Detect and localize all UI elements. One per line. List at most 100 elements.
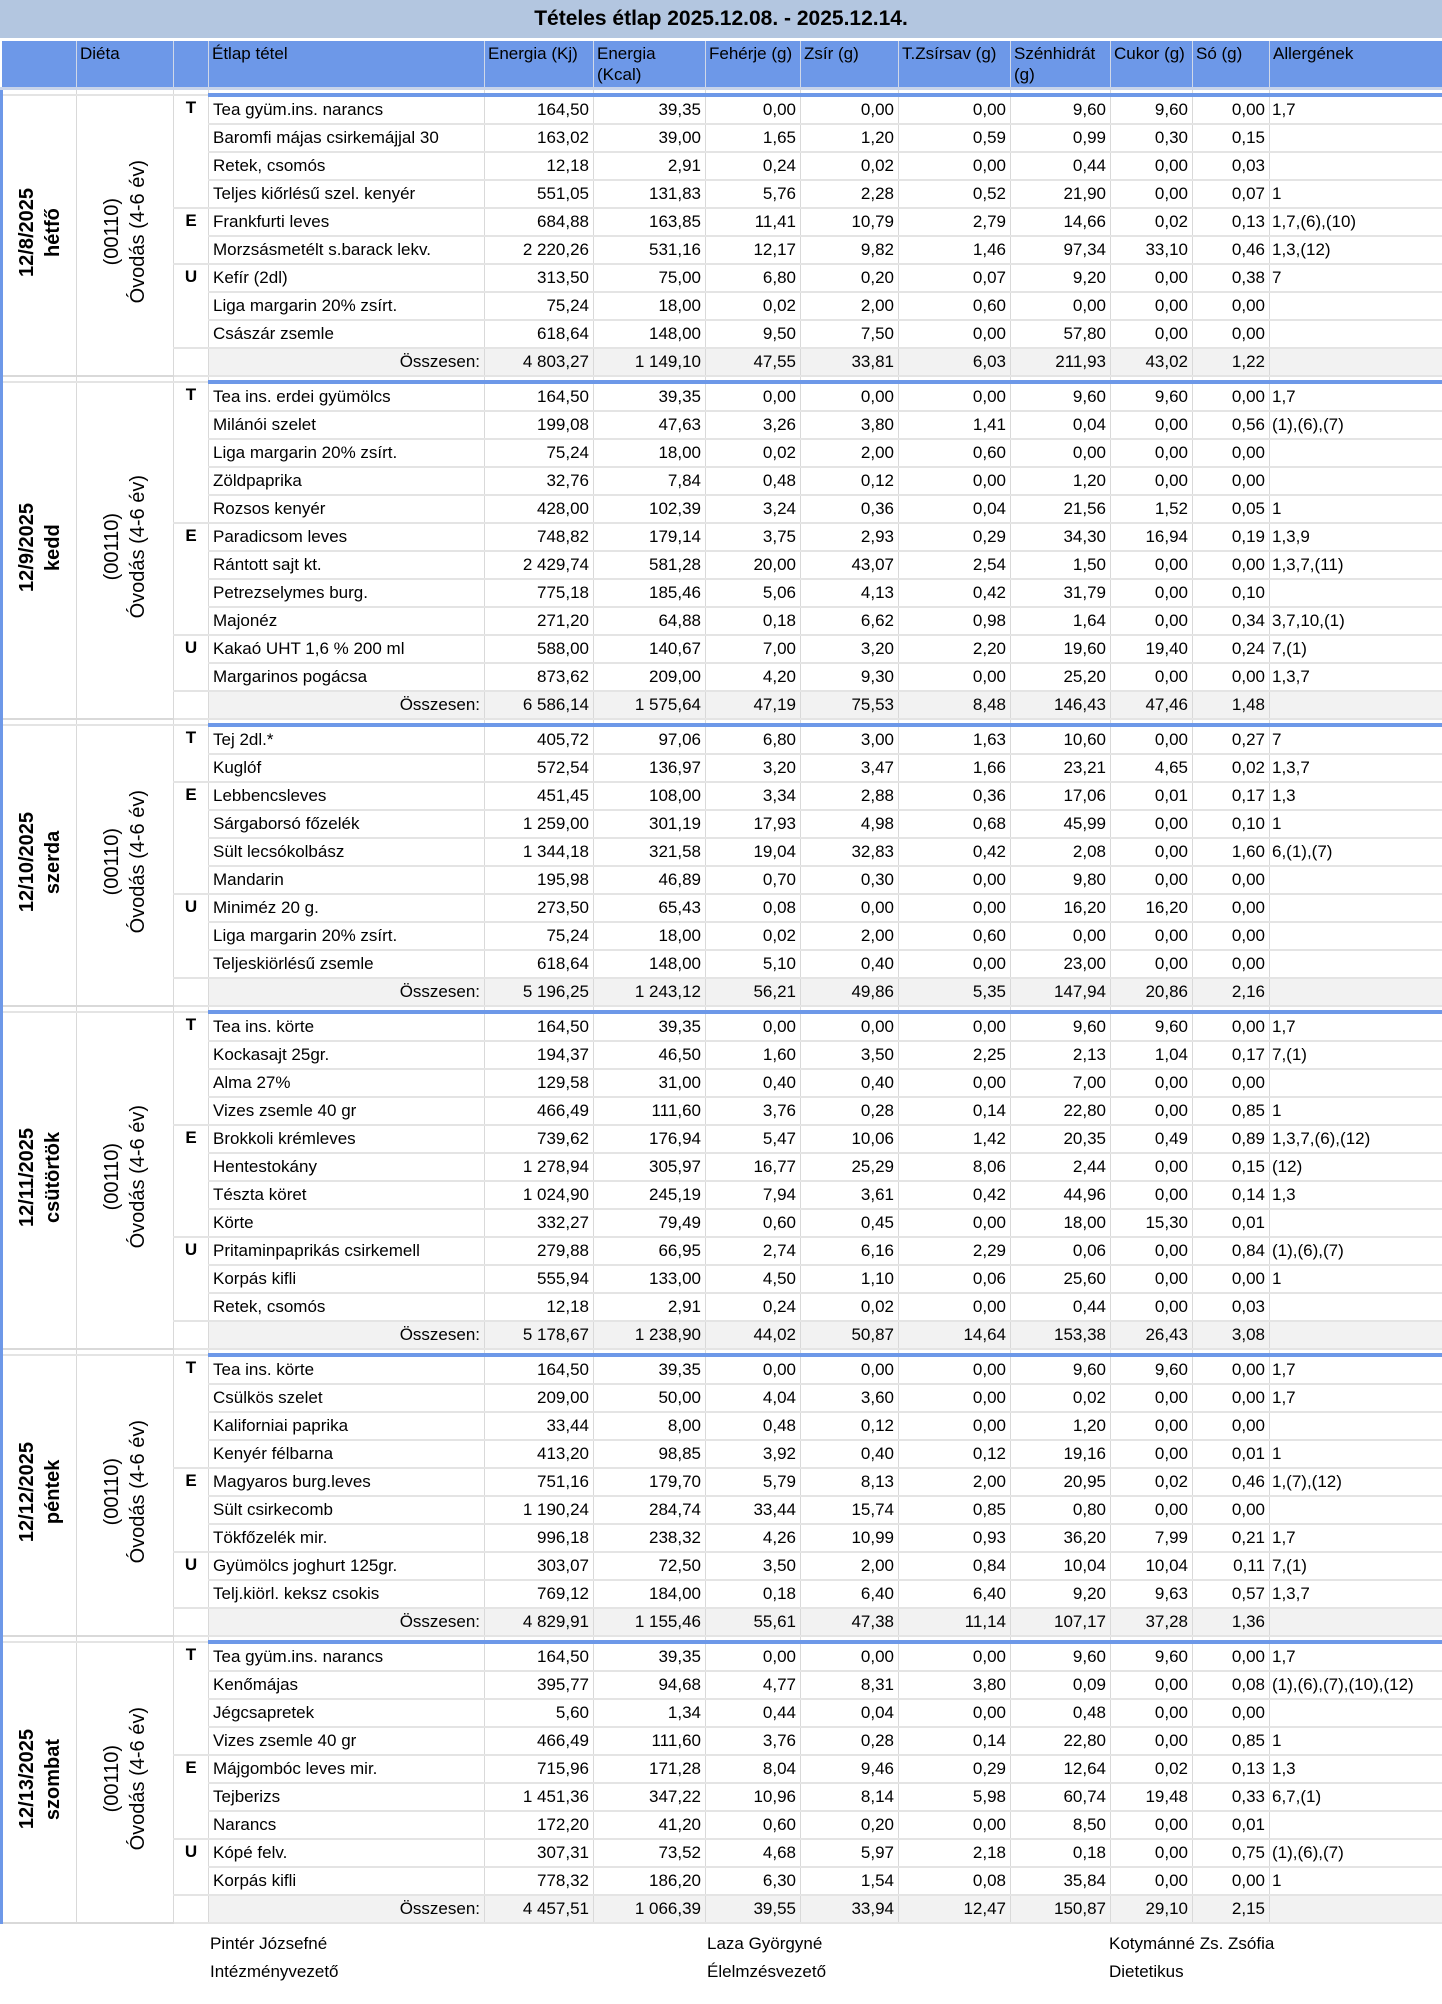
total-energy-kj: 4 829,91 xyxy=(484,1608,594,1637)
separator-cell xyxy=(800,88,899,97)
salt: 0,00 xyxy=(1192,1699,1270,1728)
separator-cell xyxy=(1269,1006,1442,1014)
sugar: 0,00 xyxy=(1110,264,1193,293)
meal-type xyxy=(173,152,209,180)
menu-item-row: E Magyaros burg.leves 751,16 179,70 5,79 8,13… xyxy=(2,1468,1442,1497)
saturated-fat: 0,00 xyxy=(898,1384,1011,1413)
fat: 0,00 xyxy=(800,95,899,125)
menu-item-row: Tészta köret 1 024,90 245,19 7,94 3,61 0,42 44… xyxy=(2,1181,1442,1210)
diet-name: Óvodás (4-6 év) xyxy=(127,790,149,934)
diet-cell: (00110) Óvodás (4-6 év) xyxy=(76,1012,174,1350)
total-protein: 47,55 xyxy=(705,348,801,377)
total-label: Összesen: xyxy=(208,978,485,1007)
fat: 2,00 xyxy=(800,439,899,468)
col-header-carbohydrate: Szénhidrát (g) xyxy=(1010,41,1111,90)
meal-type xyxy=(173,607,209,636)
allergens: 1,7 xyxy=(1269,1642,1442,1672)
meal-type xyxy=(173,754,209,783)
separator-cell xyxy=(0,719,77,726)
meal-type xyxy=(173,1440,209,1469)
carbohydrate: 45,99 xyxy=(1010,810,1111,839)
sugar: 19,48 xyxy=(1110,1783,1193,1812)
fat: 5,97 xyxy=(800,1839,899,1868)
carbohydrate: 1,50 xyxy=(1010,551,1111,580)
meal-type xyxy=(173,1293,209,1322)
menu-item-row: Kockasajt 25gr. 194,37 46,50 1,60 3,50 2,25 2,… xyxy=(2,1041,1442,1070)
separator-cell xyxy=(208,1636,485,1644)
saturated-fat: 0,12 xyxy=(898,1440,1011,1469)
protein: 4,77 xyxy=(705,1671,801,1700)
energy-kcal: 179,14 xyxy=(593,523,706,552)
fat: 10,06 xyxy=(800,1125,899,1154)
allergens: (1),(6),(7) xyxy=(1269,411,1442,440)
saturated-fat: 0,36 xyxy=(898,782,1011,811)
weekday: hétfő xyxy=(41,207,64,257)
signature-name: Pintér Józsefné xyxy=(210,1934,328,1953)
total-energy-kj: 4 803,27 xyxy=(484,348,594,377)
allergens: 1,7 xyxy=(1269,1012,1442,1042)
carbohydrate: 1,20 xyxy=(1010,1412,1111,1441)
protein: 0,24 xyxy=(705,152,801,181)
total-carbohydrate: 211,93 xyxy=(1010,348,1111,377)
saturated-fat: 0,60 xyxy=(898,292,1011,321)
separator-cell xyxy=(898,88,1011,97)
sugar: 0,00 xyxy=(1110,292,1193,321)
fat: 0,12 xyxy=(800,467,899,496)
saturated-fat: 0,00 xyxy=(898,1355,1011,1385)
meal-type: T xyxy=(173,1012,209,1041)
menu-item-row: Liga margarin 20% zsírt. 75,24 18,00 0,02 2,… xyxy=(2,292,1442,321)
meal-type xyxy=(173,1384,209,1412)
salt: 0,07 xyxy=(1192,180,1270,209)
protein: 20,00 xyxy=(705,551,801,580)
allergens: 1,7 xyxy=(1269,382,1442,412)
energy-kcal: 321,58 xyxy=(593,838,706,867)
energy-kcal: 111,60 xyxy=(593,1097,706,1126)
diet-name: Óvodás (4-6 év) xyxy=(127,160,149,304)
allergens: 1,3 xyxy=(1269,1755,1442,1784)
fat: 0,45 xyxy=(800,1209,899,1238)
sugar: 9,60 xyxy=(1110,382,1193,412)
item-name: Vizes zsemle 40 gr xyxy=(208,1727,485,1756)
carbohydrate: 19,60 xyxy=(1010,635,1111,664)
saturated-fat: 2,54 xyxy=(898,551,1011,580)
energy-kj: 2 220,26 xyxy=(484,236,594,265)
energy-kj: 1 344,18 xyxy=(484,838,594,867)
fat: 0,02 xyxy=(800,1293,899,1322)
energy-kcal: 73,52 xyxy=(593,1839,706,1868)
salt: 0,57 xyxy=(1192,1580,1270,1609)
col-header-energy-kcal: Energia (Kcal) xyxy=(593,41,706,90)
energy-kj: 164,50 xyxy=(484,1642,594,1672)
carbohydrate: 9,60 xyxy=(1010,95,1111,125)
separator-cell xyxy=(705,376,801,384)
energy-kcal: 39,35 xyxy=(593,1012,706,1042)
salt: 0,00 xyxy=(1192,1867,1270,1896)
fat: 0,00 xyxy=(800,382,899,412)
menu-item-row: Sült csirkecomb 1 190,24 284,74 33,44 15,74 0… xyxy=(2,1496,1442,1525)
energy-kj: 684,88 xyxy=(484,208,594,237)
day-total-row: Összesen: 4 803,27 1 149,10 47,55 33,81 6,03 2… xyxy=(2,348,1442,377)
item-name: Liga margarin 20% zsírt. xyxy=(208,292,485,321)
energy-kcal: 66,95 xyxy=(593,1237,706,1266)
col-header-diet: Diéta xyxy=(76,41,174,90)
separator-cell xyxy=(1192,1006,1270,1014)
energy-kcal: 31,00 xyxy=(593,1069,706,1098)
meal-type xyxy=(173,866,209,895)
fat: 3,50 xyxy=(800,1041,899,1070)
fat: 0,40 xyxy=(800,950,899,979)
separator-cell xyxy=(705,1006,801,1014)
carbohydrate: 0,00 xyxy=(1010,922,1111,951)
signature-area: Pintér Józsefné Intézményvezető Laza Gyö… xyxy=(0,1930,1442,1994)
menu-item-row: U Kópé felv. 307,31 73,52 4,68 5,97 2,18 0,18 0,… xyxy=(2,1839,1442,1868)
allergens xyxy=(1269,292,1442,321)
salt: 0,00 xyxy=(1192,551,1270,580)
allergens: 1,7,(6),(10) xyxy=(1269,208,1442,237)
menu-item-row: Császár zsemle 618,64 148,00 9,50 7,50 0,00 57… xyxy=(2,320,1442,349)
energy-kcal: 75,00 xyxy=(593,264,706,293)
meal-type xyxy=(173,950,209,979)
salt: 0,00 xyxy=(1192,1412,1270,1441)
total-protein: 47,19 xyxy=(705,691,801,720)
meal-type xyxy=(173,1041,209,1069)
energy-kcal: 148,00 xyxy=(593,320,706,349)
fat: 3,80 xyxy=(800,411,899,440)
menu-item-row: 12/12/2025 péntek (00110) Óvodás (4-6 év) T T… xyxy=(0,1355,1442,1637)
